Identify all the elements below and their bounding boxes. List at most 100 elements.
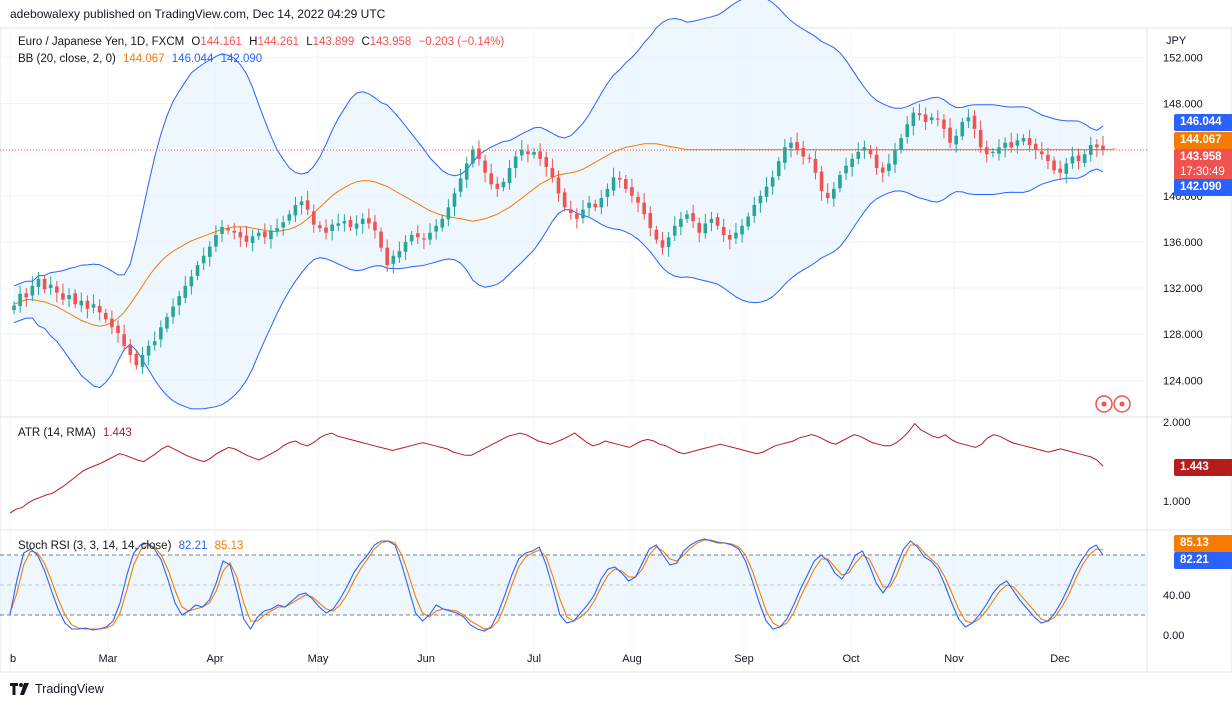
candle-body xyxy=(146,345,151,356)
candle-body xyxy=(244,235,249,242)
candle-body xyxy=(917,113,922,115)
candle-body xyxy=(623,179,628,189)
candle-body xyxy=(672,225,677,236)
candle-body xyxy=(220,226,224,234)
candle-body xyxy=(238,232,243,238)
candle-body xyxy=(360,218,365,225)
candle-body xyxy=(801,147,806,157)
candle-body xyxy=(721,226,726,235)
candle-body xyxy=(1009,142,1014,148)
bb-mid-value: 144.067 xyxy=(123,53,165,65)
candle-body xyxy=(813,158,818,173)
candle-body xyxy=(1003,142,1007,148)
candle-body xyxy=(385,247,389,265)
candle-body xyxy=(764,186,769,197)
candle-body xyxy=(305,200,310,210)
candle-body xyxy=(776,161,781,177)
candle-body xyxy=(434,225,438,232)
candle-body xyxy=(159,327,163,340)
time-tick-label: Mar xyxy=(99,653,118,665)
candle-body xyxy=(409,235,414,242)
candle-body xyxy=(501,181,506,188)
candle-body xyxy=(67,295,71,300)
candle-body xyxy=(642,202,646,215)
candle-body xyxy=(838,175,842,189)
candle-body xyxy=(758,195,763,204)
bb-band-fill xyxy=(14,0,1103,409)
candle-body xyxy=(293,205,298,216)
candle-body xyxy=(630,187,634,196)
stoch-d-line xyxy=(9,539,1104,630)
candle-body xyxy=(1082,154,1087,163)
candle-body xyxy=(256,232,261,237)
candle-body xyxy=(287,214,292,221)
stoch-label: Stoch RSI (3, 3, 14, 14, close) xyxy=(18,540,172,552)
candle-body xyxy=(281,222,285,228)
candle-body xyxy=(318,225,322,229)
high-value: 144.261 xyxy=(257,36,300,48)
candle-body xyxy=(428,232,432,240)
stoch-k-line xyxy=(9,538,1104,632)
time-tick-label: Nov xyxy=(944,653,964,665)
candle-body xyxy=(373,221,377,231)
candle-body xyxy=(403,241,408,252)
candle-body xyxy=(984,147,989,155)
stoch-d-value: 85.13 xyxy=(214,540,244,552)
candle-body xyxy=(832,188,836,199)
stoch-k-value: 82.21 xyxy=(178,540,208,552)
candle-body xyxy=(232,230,237,233)
candle-body xyxy=(24,293,29,298)
candle-body xyxy=(666,237,671,248)
replay-indicator-icon[interactable] xyxy=(1095,395,1131,413)
candle-body xyxy=(195,265,200,276)
candle-body xyxy=(367,218,371,224)
price-tick-label: 136.000 xyxy=(1163,237,1203,249)
bb-lower-line xyxy=(13,168,1104,410)
time-tick-label: Jul xyxy=(527,653,541,665)
price-tick-label: 148.000 xyxy=(1163,98,1203,110)
stoch-d-tag: 85.13 xyxy=(1174,535,1232,552)
candle-body xyxy=(61,293,65,300)
candle-body xyxy=(18,293,22,306)
candle-body xyxy=(746,216,750,227)
candle-body xyxy=(336,223,341,226)
candle-body xyxy=(942,119,946,129)
candle-body xyxy=(544,157,549,167)
atr-tick-label: 1.000 xyxy=(1163,496,1191,508)
candle-body xyxy=(48,284,53,289)
candle-body xyxy=(110,318,114,328)
close-value: 143.958 xyxy=(369,36,412,48)
candle-body xyxy=(550,168,555,178)
bb-label: BB (20, close, 2, 0) xyxy=(18,53,116,65)
candle-body xyxy=(342,221,347,224)
candle-body xyxy=(483,160,487,173)
time-tick-label: Dec xyxy=(1050,653,1070,665)
candle-body xyxy=(728,235,732,240)
open-label: O xyxy=(191,36,201,48)
candle-body xyxy=(538,151,542,159)
bb-legend: BB (20, close, 2, 0) 144.067 146.044 142… xyxy=(18,53,266,65)
candle-body xyxy=(856,151,861,159)
candle-body xyxy=(422,238,426,240)
candle-body xyxy=(972,115,977,129)
change-value: −0.203 (−0.14%) xyxy=(418,36,505,48)
candle-body xyxy=(1040,151,1044,155)
candle-body xyxy=(617,177,622,180)
close-label: C xyxy=(361,36,370,48)
footer-brand[interactable]: TradingView xyxy=(10,682,104,696)
candle-body xyxy=(936,118,940,120)
bb-upper-value: 146.044 xyxy=(171,53,214,65)
bb-lower-tag: 142.090 xyxy=(1174,179,1232,196)
candle-body xyxy=(379,231,383,248)
bb-lower-value: 142.090 xyxy=(220,53,263,65)
candle-body xyxy=(991,151,995,154)
candle-body xyxy=(636,196,640,203)
candle-body xyxy=(825,192,830,199)
candle-body xyxy=(789,142,793,148)
candle-body xyxy=(605,188,610,197)
high-label: H xyxy=(249,36,258,48)
candle-body xyxy=(954,135,958,145)
tradingview-logo-icon xyxy=(10,683,29,695)
replay-dot xyxy=(1101,401,1107,407)
